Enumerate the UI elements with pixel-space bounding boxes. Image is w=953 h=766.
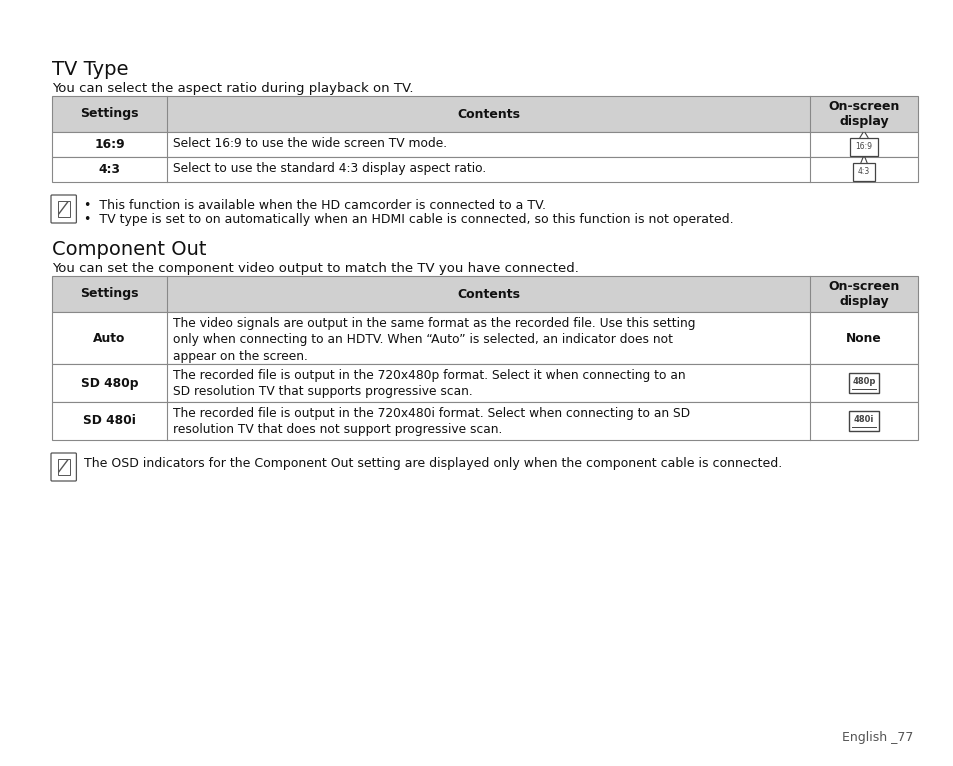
Text: The recorded file is output in the 720x480p format. Select it when connecting to: The recorded file is output in the 720x4… — [172, 369, 685, 398]
Text: 16:9: 16:9 — [94, 138, 125, 151]
Bar — [52, 276, 917, 312]
Text: On-screen
display: On-screen display — [827, 100, 899, 129]
Text: 4:3: 4:3 — [857, 167, 869, 176]
Text: Component Out: Component Out — [52, 240, 206, 259]
Bar — [848, 411, 878, 431]
Bar — [52, 364, 917, 402]
Text: TV Type: TV Type — [52, 60, 129, 79]
Text: Contents: Contents — [456, 107, 519, 120]
Bar — [58, 459, 70, 475]
Text: 480i: 480i — [853, 414, 873, 424]
Text: English _77: English _77 — [841, 731, 912, 744]
Text: •  TV type is set to on automatically when an HDMI cable is connected, so this f: • TV type is set to on automatically whe… — [84, 213, 733, 226]
Text: The OSD indicators for the Component Out setting are displayed only when the com: The OSD indicators for the Component Out… — [84, 457, 781, 470]
Text: Select to use the standard 4:3 display aspect ratio.: Select to use the standard 4:3 display a… — [172, 162, 486, 175]
Bar — [52, 402, 917, 440]
Text: Contents: Contents — [456, 287, 519, 300]
Text: 480p: 480p — [851, 377, 875, 385]
Text: You can select the aspect ratio during playback on TV.: You can select the aspect ratio during p… — [52, 82, 413, 95]
Text: Select 16:9 to use the wide screen TV mode.: Select 16:9 to use the wide screen TV mo… — [172, 137, 447, 150]
Text: SD 480i: SD 480i — [83, 414, 135, 427]
FancyBboxPatch shape — [51, 195, 76, 223]
Bar — [52, 157, 917, 182]
Text: SD 480p: SD 480p — [81, 377, 138, 389]
Text: Auto: Auto — [93, 332, 126, 345]
Text: You can set the component video output to match the TV you have connected.: You can set the component video output t… — [52, 262, 578, 275]
Text: •  This function is available when the HD camcorder is connected to a TV.: • This function is available when the HD… — [84, 199, 545, 212]
Text: 16:9: 16:9 — [855, 142, 872, 151]
FancyBboxPatch shape — [51, 453, 76, 481]
Text: The video signals are output in the same format as the recorded file. Use this s: The video signals are output in the same… — [172, 317, 695, 363]
Bar — [52, 132, 917, 157]
Text: Settings: Settings — [80, 107, 138, 120]
Bar — [52, 312, 917, 364]
Bar — [848, 373, 878, 393]
Text: Settings: Settings — [80, 287, 138, 300]
Text: On-screen
display: On-screen display — [827, 280, 899, 309]
Text: None: None — [845, 332, 881, 345]
Bar — [849, 138, 877, 155]
Text: The recorded file is output in the 720x480i format. Select when connecting to an: The recorded file is output in the 720x4… — [172, 407, 689, 437]
Bar — [58, 201, 70, 217]
Text: 4:3: 4:3 — [98, 163, 120, 176]
Bar — [852, 162, 874, 181]
Bar — [52, 96, 917, 132]
